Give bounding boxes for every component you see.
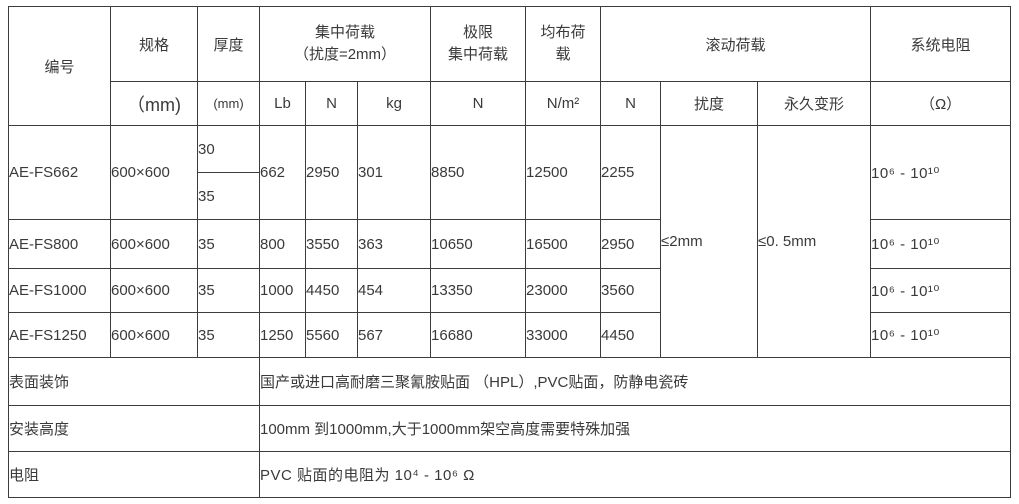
cell-kg: 567	[356, 312, 432, 358]
cell-resistance: 10⁶ - 10¹⁰	[870, 268, 1012, 313]
footer-label-surface: 表面装饰	[8, 357, 260, 406]
cell-thickness-top: 30	[197, 125, 260, 173]
ultimate-load-line2: 集中荷载	[448, 46, 509, 63]
cell-ultimate: 8850	[430, 125, 527, 220]
cell-rolling-permanent-merged: ≤0. 5mm	[757, 125, 872, 358]
table-row-fs662-a: AE-FS662 600×600 30 662 2950 301 8850 12…	[8, 125, 1012, 358]
cell-lb: 800	[259, 219, 306, 269]
cell-model-id: AE-FS662	[8, 125, 111, 220]
header-row-2: （mm) (mm) Lb N kg N N/m² N 扰度 永久变形 （Ω）	[9, 81, 1012, 126]
header-model-id: 编号	[8, 6, 111, 126]
cell-n: 3550	[305, 219, 358, 269]
footer-value-surface: 国产或进口高耐磨三聚氰胺贴面 （HPL）,PVC贴面，防静电瓷砖	[258, 357, 1012, 406]
unit-rolling-permanent: 永久变形	[757, 81, 872, 126]
unit-kg: kg	[356, 81, 432, 126]
header-system-resistance: 系统电阻	[870, 6, 1012, 82]
cell-model-id: AE-FS1250	[8, 312, 111, 358]
cell-spec: 600×600	[110, 268, 198, 313]
cell-rolling-n: 3560	[600, 268, 662, 313]
cell-rolling-deflection-merged: ≤2mm	[660, 125, 759, 358]
cell-spec: 600×600	[110, 312, 198, 358]
cell-thickness: 35	[197, 268, 260, 313]
cell-ultimate: 10650	[430, 219, 527, 269]
header-ultimate-load: 极限 集中荷载	[430, 6, 527, 82]
distributed-load-line2: 载	[555, 46, 571, 63]
footer-row-height: 安装高度 100mm 到1000mm,大于1000mm架空高度需要特殊加强	[8, 405, 1012, 452]
cell-resistance: 10⁶ - 10¹⁰	[870, 125, 1012, 220]
cell-kg: 301	[356, 125, 432, 220]
unit-ultimate-n: N	[430, 81, 527, 126]
footer-row-resistance: 电阻 PVC 贴面的电阻为 10⁴ - 10⁶ Ω	[8, 451, 1012, 498]
cell-distributed: 23000	[525, 268, 602, 313]
cell-model-id: AE-FS800	[8, 219, 111, 269]
cell-lb: 1000	[259, 268, 306, 313]
table-row-fs1250: AE-FS1250 600×600 35 1250 5560 567 16680…	[8, 312, 1012, 358]
cell-spec: 600×600	[110, 219, 198, 269]
unit-distributed-nm2: N/m²	[525, 81, 602, 126]
cell-n: 5560	[305, 312, 358, 358]
unit-rolling-n: N	[600, 81, 662, 126]
footer-row-surface: 表面装饰 国产或进口高耐磨三聚氰胺贴面 （HPL）,PVC贴面，防静电瓷砖	[8, 357, 1012, 406]
cell-resistance: 10⁶ - 10¹⁰	[870, 219, 1012, 269]
ultimate-load-line1: 极限	[463, 23, 494, 41]
cell-thickness: 35	[197, 312, 260, 358]
table-row-fs800: AE-FS800 600×600 35 800 3550 363 10650 1…	[8, 219, 1012, 269]
table-row-fs1000: AE-FS1000 600×600 35 1000 4450 454 13350…	[8, 268, 1012, 313]
header-rolling-load: 滚动荷载	[600, 6, 872, 82]
footer-label-resistance: 电阻	[8, 451, 260, 498]
concentrated-load-subtitle: （扰度=2mm）	[293, 46, 397, 63]
unit-lb: Lb	[259, 81, 306, 126]
cell-rolling-n: 2950	[600, 219, 662, 269]
cell-kg: 454	[356, 268, 432, 313]
cell-n: 4450	[305, 268, 358, 313]
header-spec: 规格	[110, 6, 198, 82]
cell-thickness-bottom: 35	[197, 172, 260, 220]
unit-n: N	[305, 81, 358, 126]
cell-n: 2950	[305, 125, 358, 220]
header-distributed-load: 均布荷 载	[525, 6, 602, 82]
cell-lb: 1250	[259, 312, 306, 358]
footer-label-height: 安装高度	[8, 405, 260, 452]
unit-rolling-deflection: 扰度	[660, 81, 759, 126]
header-thickness: 厚度	[197, 6, 260, 82]
floor-load-spec-table: 编号 规格 厚度 集中荷载 （扰度=2mm） 极限 集中荷载 均布荷 载 滚动荷…	[8, 6, 1012, 498]
cell-ultimate: 13350	[430, 268, 527, 313]
unit-resistance-ohm: （Ω）	[870, 81, 1012, 126]
cell-lb: 662	[259, 125, 306, 220]
cell-distributed: 12500	[525, 125, 602, 220]
footer-value-resistance: PVC 贴面的电阻为 10⁴ - 10⁶ Ω	[258, 451, 1012, 498]
cell-resistance: 10⁶ - 10¹⁰	[870, 312, 1012, 358]
cell-ultimate: 16680	[430, 312, 527, 358]
distributed-load-line1: 均布荷	[540, 23, 586, 41]
footer-value-height: 100mm 到1000mm,大于1000mm架空高度需要特殊加强	[258, 405, 1012, 452]
cell-thickness: 35	[197, 219, 260, 269]
cell-distributed: 33000	[525, 312, 602, 358]
unit-thickness-mm: (mm)	[197, 81, 260, 126]
table-row-fs662-b: 35	[9, 172, 1011, 220]
cell-distributed: 16500	[525, 219, 602, 269]
cell-model-id: AE-FS1000	[8, 268, 111, 313]
cell-rolling-n: 2255	[600, 125, 662, 220]
concentrated-load-title: 集中荷载	[315, 23, 376, 41]
header-row-1: 编号 规格 厚度 集中荷载 （扰度=2mm） 极限 集中荷载 均布荷 载 滚动荷…	[8, 6, 1012, 126]
header-concentrated-load: 集中荷载 （扰度=2mm）	[258, 6, 432, 82]
unit-spec-mm: （mm)	[110, 81, 198, 126]
cell-rolling-n: 4450	[600, 312, 662, 358]
cell-kg: 363	[356, 219, 432, 269]
cell-spec: 600×600	[110, 125, 198, 220]
